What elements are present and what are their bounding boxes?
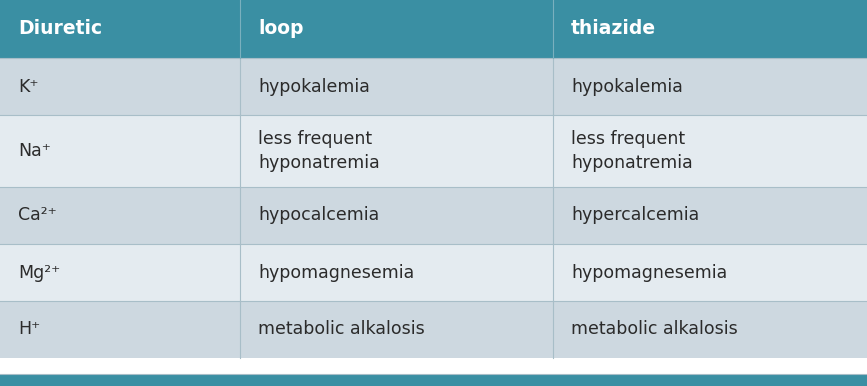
Text: hypercalcemia: hypercalcemia: [571, 207, 700, 225]
Text: thiazide: thiazide: [571, 20, 656, 39]
Bar: [0, 374, 867, 386]
Bar: [0, 58, 867, 115]
Text: Diuretic: Diuretic: [18, 20, 102, 39]
Text: Ca²⁺: Ca²⁺: [18, 207, 56, 225]
Text: hypokalemia: hypokalemia: [258, 78, 370, 95]
Text: hypomagnesemia: hypomagnesemia: [258, 264, 414, 281]
Text: hypomagnesemia: hypomagnesemia: [571, 264, 727, 281]
Bar: [0, 187, 867, 244]
Text: metabolic alkalosis: metabolic alkalosis: [571, 320, 738, 339]
Text: less frequent
hyponatremia: less frequent hyponatremia: [258, 130, 380, 172]
Text: Na⁺: Na⁺: [18, 142, 51, 160]
Bar: [0, 0, 867, 58]
Text: hypocalcemia: hypocalcemia: [258, 207, 379, 225]
Bar: [0, 301, 867, 358]
Text: K⁺: K⁺: [18, 78, 38, 95]
Text: less frequent
hyponatremia: less frequent hyponatremia: [571, 130, 693, 172]
Text: loop: loop: [258, 20, 303, 39]
Text: Mg²⁺: Mg²⁺: [18, 264, 60, 281]
Bar: [0, 115, 867, 187]
Text: hypokalemia: hypokalemia: [571, 78, 683, 95]
Text: metabolic alkalosis: metabolic alkalosis: [258, 320, 425, 339]
Text: H⁺: H⁺: [18, 320, 40, 339]
Bar: [0, 244, 867, 301]
